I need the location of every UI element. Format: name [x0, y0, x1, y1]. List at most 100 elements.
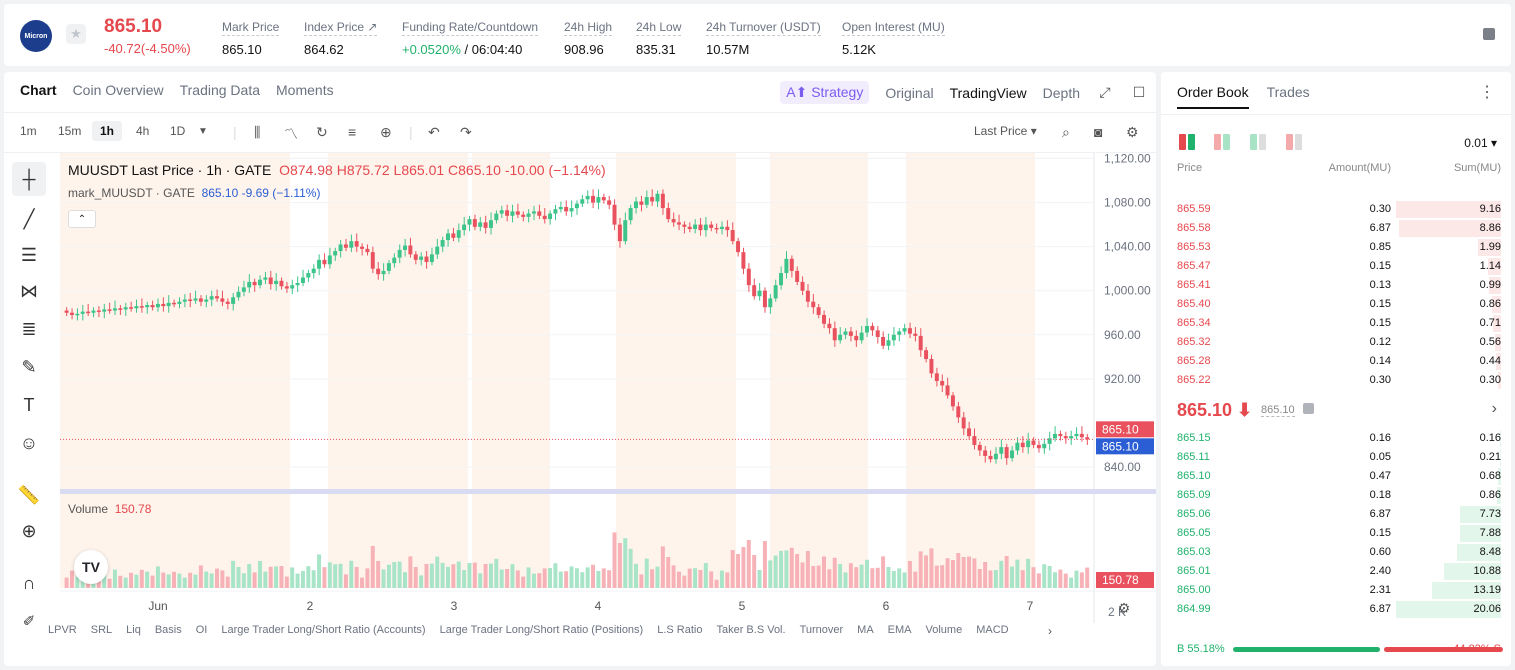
- indicator-macd[interactable]: MACD: [976, 624, 1009, 636]
- indicator-oi[interactable]: OI: [195, 624, 208, 636]
- brush-icon[interactable]: ✎: [21, 356, 37, 377]
- chevron-right-icon[interactable]: ›: [1491, 400, 1497, 417]
- indicator-ema[interactable]: EMA: [887, 624, 912, 636]
- tab-original[interactable]: Original: [885, 84, 934, 101]
- indicator-volume[interactable]: Volume: [925, 624, 963, 636]
- strategy-button[interactable]: A⬆ Strategy: [780, 81, 870, 104]
- indicator-ma[interactable]: MA: [857, 624, 874, 636]
- camera-icon[interactable]: ◙: [1094, 124, 1103, 140]
- bid-row[interactable]: 865.01 2.40 10.88: [1161, 562, 1511, 581]
- zoom-in-icon[interactable]: ⊕: [21, 520, 37, 541]
- tab-moments[interactable]: Moments: [276, 82, 334, 98]
- candle: [354, 241, 359, 247]
- ask-row[interactable]: 865.32 0.12 0.56: [1161, 333, 1511, 352]
- axis-settings-icon[interactable]: ⚙: [1118, 600, 1131, 616]
- tab-chart[interactable]: Chart: [20, 82, 57, 98]
- magnet-icon[interactable]: ∩: [22, 572, 36, 593]
- collapse-legend-button[interactable]: ⌃: [68, 210, 96, 228]
- indicators-icon[interactable]: 〽: [284, 126, 298, 142]
- tab-trades[interactable]: Trades: [1266, 84, 1310, 100]
- pattern-icon[interactable]: ⋈: [20, 280, 38, 301]
- ruler-icon[interactable]: 📏: [17, 484, 41, 505]
- tab-order-book[interactable]: Order Book: [1177, 84, 1249, 109]
- price-type-select[interactable]: Last Price ▾: [974, 124, 1037, 138]
- undo-icon[interactable]: ↶: [428, 124, 440, 140]
- pane-divider[interactable]: [60, 489, 1156, 494]
- favorite-star-icon[interactable]: ★: [66, 24, 86, 44]
- tab-coin-overview[interactable]: Coin Overview: [72, 82, 164, 98]
- trendline-icon[interactable]: ╱: [23, 208, 35, 229]
- timeframe-15m[interactable]: 15m: [58, 124, 82, 138]
- bid-row[interactable]: 865.05 0.15 7.88: [1161, 524, 1511, 543]
- bid-row[interactable]: 865.06 6.87 7.73: [1161, 505, 1511, 524]
- volume-bar: [386, 564, 391, 588]
- candle: [220, 298, 225, 302]
- ask-row[interactable]: 865.47 0.15 1.14: [1161, 257, 1511, 276]
- indicator-liq[interactable]: Liq: [126, 624, 141, 636]
- view-asks-icon[interactable]: [1214, 134, 1230, 150]
- ask-row[interactable]: 865.53 0.85 1.99: [1161, 238, 1511, 257]
- settings-gear-icon[interactable]: ⚙: [1126, 124, 1139, 140]
- candle: [343, 244, 348, 248]
- ask-row[interactable]: 865.34 0.15 0.71: [1161, 314, 1511, 333]
- indicator-ls-accounts[interactable]: Large Trader Long/Short Ratio (Accounts): [221, 624, 426, 636]
- ask-row[interactable]: 865.59 0.30 9.16: [1161, 200, 1511, 219]
- ask-row[interactable]: 865.41 0.13 0.99: [1161, 276, 1511, 295]
- indicator-scroll-right-icon[interactable]: ›: [1048, 624, 1052, 638]
- replay-icon[interactable]: ↻: [316, 124, 328, 140]
- candle-type-icon[interactable]: ⫼: [254, 124, 261, 140]
- precision-select[interactable]: 0.01 ▾: [1464, 136, 1497, 150]
- timeframe-1h[interactable]: 1h: [92, 121, 123, 141]
- view-bids-icon[interactable]: [1250, 134, 1266, 150]
- depth-bar: [1491, 296, 1501, 313]
- bid-row[interactable]: 865.00 2.31 13.19: [1161, 581, 1511, 600]
- indicator-srl[interactable]: SRL: [90, 624, 113, 636]
- tab-trading-data[interactable]: Trading Data: [179, 82, 261, 98]
- ask-row[interactable]: 865.58 6.87 8.86: [1161, 219, 1511, 238]
- indicator-ls-ratio[interactable]: L.S Ratio: [657, 624, 703, 636]
- timeframe-1m[interactable]: 1m: [20, 124, 37, 138]
- bid-row[interactable]: 865.15 0.16 0.16: [1161, 429, 1511, 448]
- indicator-ls-positions[interactable]: Large Trader Long/Short Ratio (Positions…: [439, 624, 644, 636]
- add-alert-icon[interactable]: ⊕: [380, 124, 392, 140]
- horizontal-lines-icon[interactable]: ☰: [20, 244, 38, 265]
- tradingview-logo[interactable]: TV: [74, 550, 108, 584]
- ask-row[interactable]: 865.22 0.30 0.30: [1161, 371, 1511, 390]
- bid-row[interactable]: 864.99 6.87 20.06: [1161, 600, 1511, 619]
- emoji-icon[interactable]: ☺: [19, 432, 39, 453]
- window-icon[interactable]: ☐: [1132, 84, 1146, 100]
- redo-icon[interactable]: ↷: [460, 124, 472, 140]
- crosshair-icon[interactable]: ┼: [12, 162, 46, 196]
- indicator-turnover[interactable]: Turnover: [799, 624, 844, 636]
- view-sell-icon[interactable]: [1286, 134, 1302, 150]
- volume-bar: [709, 571, 714, 588]
- fib-icon[interactable]: ≣: [21, 318, 37, 339]
- pencil-lock-icon[interactable]: ✐: [22, 613, 36, 630]
- indicator-taker-vol[interactable]: Taker B.S Vol.: [716, 624, 786, 636]
- bid-row[interactable]: 865.09 0.18 0.86: [1161, 486, 1511, 505]
- timeframe-1d[interactable]: 1D: [170, 124, 186, 138]
- bid-row[interactable]: 865.11 0.05 0.21: [1161, 448, 1511, 467]
- view-both-icon[interactable]: [1179, 134, 1195, 150]
- candle: [875, 330, 880, 337]
- ask-row[interactable]: 865.40 0.15 0.86: [1161, 295, 1511, 314]
- timeframe-dropdown-icon[interactable]: ▼: [198, 126, 208, 137]
- book-icon[interactable]: [1483, 28, 1495, 40]
- tab-tradingview[interactable]: TradingView: [949, 84, 1027, 101]
- timeframe-4h[interactable]: 4h: [136, 124, 150, 138]
- price-chart[interactable]: 1,120.00 1,080.00 1,040.00 1,000.00 960.00 92…: [60, 153, 1156, 623]
- templates-icon[interactable]: ≡: [348, 124, 357, 140]
- indicator-lpvr[interactable]: LPVR: [48, 624, 77, 636]
- search-icon[interactable]: ⌕: [1062, 124, 1070, 140]
- indicator-basis[interactable]: Basis: [154, 624, 182, 636]
- bid-row[interactable]: 865.10 0.47 0.68: [1161, 467, 1511, 486]
- volume-bar: [1015, 559, 1020, 588]
- text-tool-icon[interactable]: T: [23, 394, 35, 415]
- more-menu-icon[interactable]: ⋮: [1479, 84, 1495, 101]
- candle: [198, 298, 203, 302]
- index-price-stat[interactable]: Index Price ↗ 864.62: [304, 20, 378, 57]
- tab-depth[interactable]: Depth: [1042, 84, 1080, 101]
- expand-icon[interactable]: ⤢: [1099, 84, 1111, 100]
- ask-row[interactable]: 865.28 0.14 0.44: [1161, 352, 1511, 371]
- bid-row[interactable]: 865.03 0.60 8.48: [1161, 543, 1511, 562]
